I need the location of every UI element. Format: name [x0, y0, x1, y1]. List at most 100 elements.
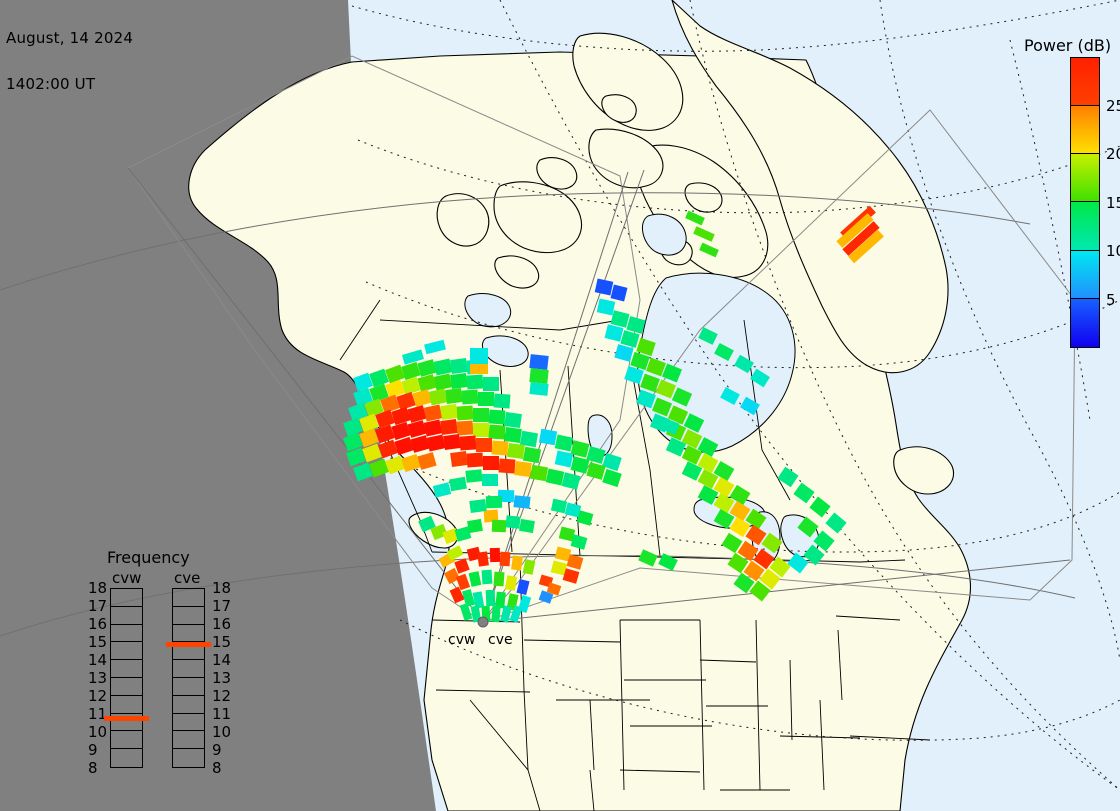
grid-meridian-d — [1009, 39, 1091, 421]
scatter-cell — [467, 518, 483, 534]
scatter-cell — [750, 368, 770, 388]
frequency-cell — [173, 625, 204, 643]
scatter-cell — [440, 418, 458, 436]
scatter-cell — [570, 534, 588, 550]
frequency-marker-cvw — [104, 715, 149, 721]
scatter-cell — [380, 394, 400, 414]
scatter-cell — [470, 364, 488, 374]
scatter-cell — [505, 515, 521, 529]
scatter-cell — [466, 374, 484, 390]
colorbar-segment-20-25 — [1071, 106, 1099, 155]
scatter-cell — [594, 278, 614, 296]
scatter-cell — [614, 344, 634, 362]
scatter-cell — [745, 508, 767, 530]
scatter-cell — [433, 373, 453, 391]
scatter-cell — [564, 502, 582, 518]
scatter-cell — [570, 456, 590, 474]
land-newfoundland — [893, 446, 954, 495]
scatter-cell — [362, 443, 382, 463]
grid-latitude-d — [377, 451, 1120, 553]
frequency-tick-right-8: 8 — [212, 759, 222, 777]
scatter-cell — [685, 210, 705, 226]
frequency-bar-cve[interactable] — [172, 588, 205, 768]
scatter-cell — [554, 546, 572, 562]
scatter-cell — [697, 453, 719, 473]
frequency-tick-left-9: 9 — [88, 741, 98, 759]
frequency-tick-left-13: 13 — [88, 669, 108, 687]
scatter-cell — [554, 434, 574, 452]
scatter-cell — [727, 552, 749, 574]
scatter-cell — [519, 430, 539, 448]
scatter-cell — [375, 409, 395, 429]
frequency-bar-cvw[interactable] — [110, 588, 143, 768]
frequency-tick-left-18: 18 — [88, 579, 108, 597]
lake-winnipeg — [587, 414, 613, 457]
foxe-basin — [641, 213, 687, 256]
scatter-cell — [498, 458, 516, 474]
frequency-tick-left-12: 12 — [88, 687, 108, 705]
scatter-cell — [511, 555, 523, 571]
scatter-cell — [440, 403, 458, 421]
scatter-cell — [426, 434, 446, 452]
scatter-cell — [369, 458, 389, 478]
frequency-legend-title: Frequency — [107, 548, 190, 567]
scatter-cell — [602, 468, 622, 488]
border-state-or-ca — [435, 689, 531, 693]
colorbar-tick-5: 5 — [1106, 290, 1116, 309]
border-terr-yt — [339, 299, 381, 361]
scatter-cell — [699, 242, 719, 258]
scatter-cell — [734, 354, 754, 374]
frequency-cell — [173, 696, 204, 714]
solid-grid-group — [0, 192, 1076, 637]
scatter-cell — [401, 453, 421, 473]
scatter-cell — [424, 339, 446, 355]
scatter-cell — [620, 330, 640, 348]
land-arctic-island-b — [494, 255, 540, 289]
timestamp-time: 1402:00 UT — [6, 75, 96, 93]
border-state-il-in — [789, 659, 793, 741]
scatter-cell — [407, 420, 427, 438]
scatter-cell — [353, 462, 373, 482]
landmass-group — [188, 0, 972, 811]
scatter-cell — [697, 437, 719, 457]
scatter-cell — [493, 571, 505, 587]
radar-scatter-layer — [343, 205, 884, 623]
scatter-cell — [483, 456, 499, 470]
scatter-cell — [640, 373, 660, 393]
scatter-cell — [450, 357, 468, 375]
colorbar-segment-15-20 — [1071, 154, 1099, 203]
scatter-cell — [378, 439, 398, 459]
fov-beam-edge-cve-right — [482, 559, 1071, 623]
frequency-column-label-cve: cve — [174, 569, 201, 587]
great-bear-lake — [464, 293, 512, 328]
fov-outline-cvw — [127, 55, 641, 623]
border-state-mt-wy — [523, 639, 621, 643]
scatter-cell — [466, 546, 482, 562]
scatter-cell — [483, 509, 499, 523]
map-site-label-cve: cve — [488, 632, 513, 648]
scatter-cell — [562, 568, 580, 584]
border-state-tn-ky — [779, 735, 861, 739]
land-arctic-island-c — [601, 94, 637, 123]
scatter-cell — [514, 460, 532, 478]
scatter-cell — [836, 213, 874, 248]
timestamp-date: August, 14 2024 — [6, 29, 134, 47]
colorbar-title: Power (dB) — [1024, 36, 1112, 55]
frequency-cell — [173, 731, 204, 750]
scatter-cell — [596, 298, 616, 316]
colorbar-segment-5-10 — [1071, 250, 1099, 299]
border-state-vert-a — [699, 619, 705, 791]
scatter-cell — [412, 389, 432, 407]
land-ellesmere-island — [572, 32, 684, 131]
scatter-cell — [459, 435, 477, 451]
scatter-cell — [477, 551, 489, 567]
border-state-nv-ut — [523, 689, 529, 771]
frequency-tick-left-16: 16 — [88, 615, 108, 633]
frequency-tick-right-16: 16 — [212, 615, 232, 633]
border-state-va-nc — [849, 735, 931, 741]
scatter-cell — [478, 392, 494, 406]
scatter-cell — [737, 540, 759, 562]
scatter-cell — [713, 508, 735, 530]
scatter-cell — [665, 437, 687, 457]
frequency-legend: Frequency cvw cve 18 17 16 15 14 13 12 11 10 9 8 1… — [88, 548, 243, 780]
